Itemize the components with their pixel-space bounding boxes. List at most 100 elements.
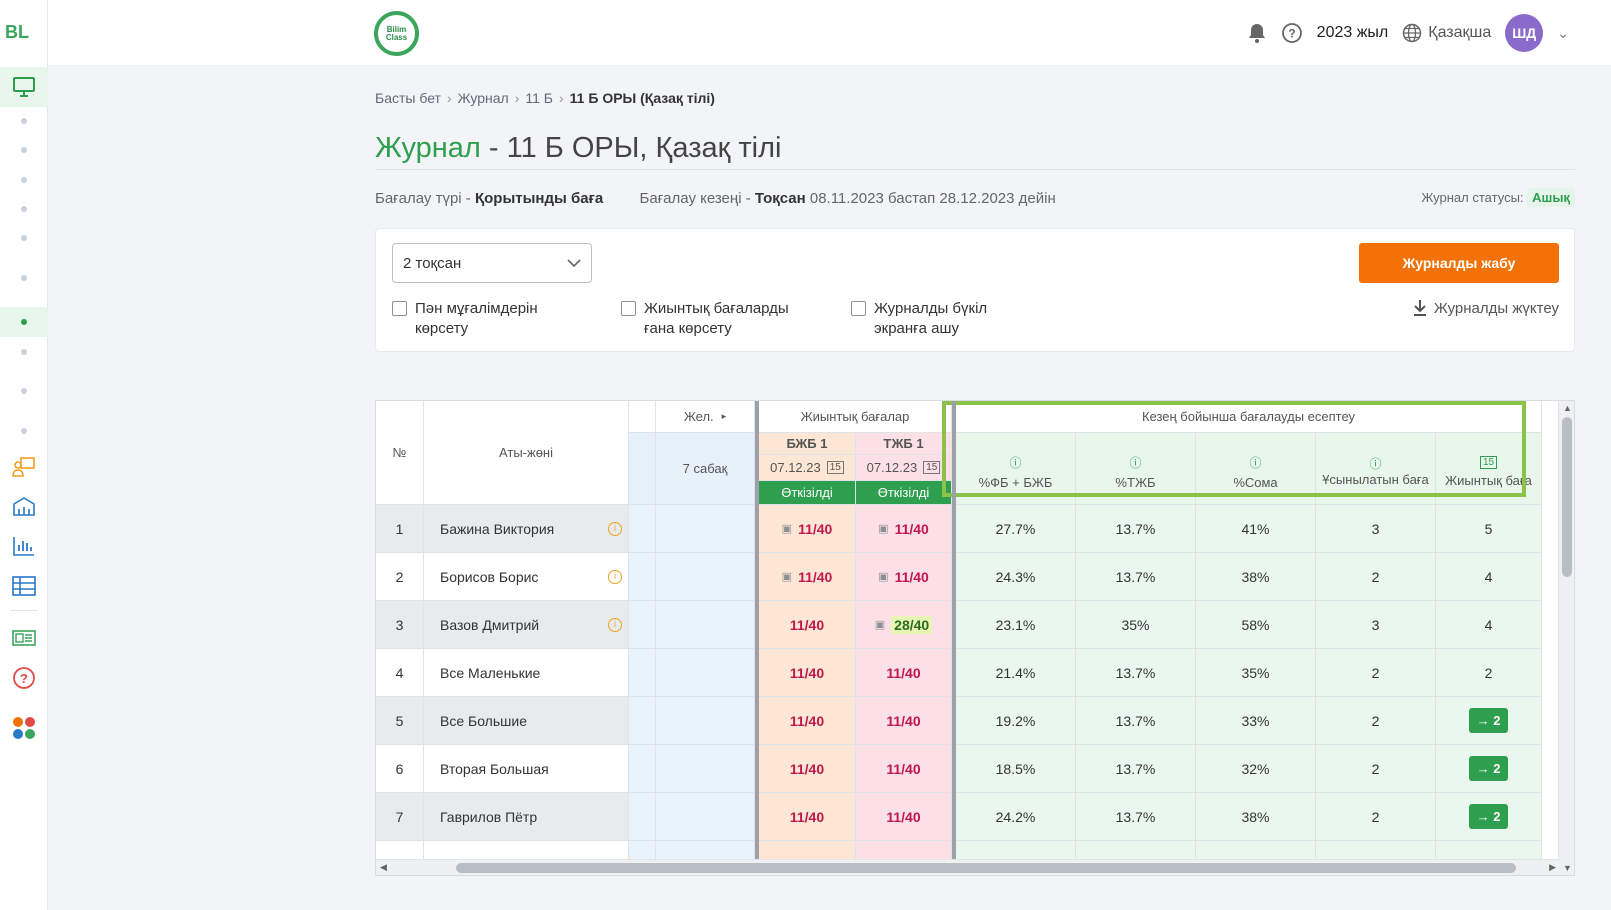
table-cell-lesson-prev[interactable] <box>629 553 656 601</box>
chevron-down-icon[interactable]: ⌄ <box>1557 24 1569 41</box>
fullscreen-checkbox[interactable]: Журналды бүкіл экранға ашу <box>851 299 1016 339</box>
sidebar-item-dashboard[interactable] <box>0 74 48 100</box>
table-cell-student[interactable]: Все Большие <box>424 697 629 745</box>
sidebar-logo[interactable]: BL <box>5 22 29 42</box>
comment-icon[interactable]: ▣ <box>874 619 886 631</box>
header-lesson-7[interactable]: 7 сабақ <box>656 433 755 505</box>
vertical-scroll-thumb[interactable] <box>1562 417 1572 577</box>
sidebar-item-reports[interactable] <box>0 534 48 558</box>
language-selector[interactable]: Қазақша <box>1402 23 1491 43</box>
table-cell-soch[interactable]: 11/40 <box>856 745 952 793</box>
table-cell-soch[interactable]: ▣ 11/40 <box>856 553 952 601</box>
brand-logo[interactable]: Bilim Class <box>374 11 419 56</box>
sidebar-subitem-journal[interactable] <box>0 318 48 326</box>
info-icon[interactable]: ⓘ <box>1369 456 1382 471</box>
scroll-left-arrow[interactable]: ◀ <box>380 862 387 872</box>
table-cell-final[interactable]: 4 <box>1436 553 1542 601</box>
header-sor[interactable]: БЖБ 1 <box>759 433 856 455</box>
question-icon[interactable]: ? <box>1281 22 1303 44</box>
warning-info-icon[interactable]: i <box>608 569 622 584</box>
table-cell-lesson-prev[interactable] <box>629 649 656 697</box>
table-cell-student[interactable]: Гаврилов Пётр <box>424 793 629 841</box>
checkbox-box[interactable] <box>621 301 636 316</box>
table-cell-sor[interactable]: 11/40 <box>759 601 856 649</box>
table-cell-student[interactable]: Бажина Виктория i <box>424 505 629 553</box>
info-icon[interactable]: ⓘ <box>1129 455 1142 470</box>
table-cell-soch[interactable]: 11/40 <box>856 793 952 841</box>
table-cell-sor[interactable]: 11/40 <box>759 745 856 793</box>
table-cell-final[interactable]: 2 <box>1436 649 1542 697</box>
year-selector[interactable]: 2023 жыл <box>1316 24 1389 41</box>
comment-icon[interactable]: ▣ <box>781 571 793 583</box>
sidebar-item-schedule[interactable] <box>0 574 48 598</box>
sidebar-subitem-9[interactable] <box>0 387 48 395</box>
sidebar-item-school[interactable] <box>0 494 48 518</box>
sidebar-subitem-5[interactable] <box>0 234 48 242</box>
table-cell-lesson-7[interactable] <box>656 601 755 649</box>
warning-info-icon[interactable]: i <box>608 617 622 632</box>
breadcrumb-class[interactable]: 11 Б <box>525 90 553 106</box>
apply-grade-button[interactable]: → 2 <box>1468 804 1509 829</box>
table-cell-lesson-7[interactable] <box>656 793 755 841</box>
breadcrumb-home[interactable]: Басты бет <box>375 90 441 106</box>
table-cell-student[interactable]: Вторая Большая <box>424 745 629 793</box>
checkbox-box[interactable] <box>392 301 407 316</box>
header-soch[interactable]: ТЖБ 1 <box>856 433 952 455</box>
comment-icon[interactable]: ▣ <box>878 523 889 535</box>
warning-info-icon[interactable]: i <box>608 521 622 536</box>
table-cell-sor[interactable]: ▣ 11/40 <box>759 505 856 553</box>
show-teachers-checkbox[interactable]: Пән мұғалімдерін көрсету <box>392 299 572 339</box>
table-cell-sor[interactable]: 11/40 <box>759 649 856 697</box>
scroll-down-arrow[interactable]: ▼ <box>1563 863 1572 873</box>
table-cell-soch[interactable]: 11/40 <box>856 697 952 745</box>
sidebar-subitem-4[interactable] <box>0 205 48 213</box>
table-cell-lesson-prev[interactable] <box>629 793 656 841</box>
close-journal-button[interactable]: Журналды жабу <box>1359 243 1559 283</box>
table-cell-soch[interactable]: ▣ 28/40 <box>856 601 952 649</box>
table-cell-soch[interactable]: 11/40 <box>856 649 952 697</box>
vertical-scrollbar[interactable]: ▲ ▼ <box>1558 401 1574 875</box>
table-cell-lesson-prev[interactable] <box>629 745 656 793</box>
table-cell-lesson-prev[interactable] <box>629 505 656 553</box>
table-cell-sor[interactable]: ▣ 11/40 <box>759 553 856 601</box>
table-cell-lesson-prev[interactable] <box>629 697 656 745</box>
apply-grade-button[interactable]: → 2 <box>1468 708 1509 733</box>
table-cell-sor[interactable]: 11/40 <box>759 697 856 745</box>
calendar-icon[interactable]: 15 <box>923 461 941 474</box>
table-cell-sor[interactable]: 11/40 <box>759 793 856 841</box>
table-cell-student[interactable]: Все Маленькие <box>424 649 629 697</box>
sidebar-item-teacher[interactable] <box>0 455 48 479</box>
header-lessons[interactable]: Жел. ▸ <box>656 401 755 433</box>
sidebar-item-apps[interactable] <box>0 716 48 740</box>
sidebar-subitem-6[interactable] <box>0 274 48 282</box>
sidebar-subitem-1[interactable] <box>0 117 48 125</box>
checkbox-box[interactable] <box>851 301 866 316</box>
info-icon[interactable]: ⓘ <box>1249 455 1262 470</box>
comment-icon[interactable]: ▣ <box>781 523 793 535</box>
download-journal-link[interactable]: Журналды жүктеу <box>1412 299 1559 317</box>
table-cell-student[interactable]: Вазов Дмитрий i <box>424 601 629 649</box>
sidebar-subitem-10[interactable] <box>0 427 48 435</box>
table-cell-final[interactable]: 4 <box>1436 601 1542 649</box>
table-cell-soch[interactable]: ▣ 11/40 <box>856 505 952 553</box>
quarter-select[interactable]: 2 тоқсан <box>392 243 592 283</box>
table-cell-lesson-7[interactable] <box>656 745 755 793</box>
table-cell-lesson-7[interactable] <box>656 649 755 697</box>
bell-icon[interactable] <box>1247 22 1267 44</box>
table-cell-lesson-prev[interactable] <box>629 601 656 649</box>
apply-grade-button[interactable]: → 2 <box>1468 756 1509 781</box>
breadcrumb-journal[interactable]: Журнал <box>457 90 509 106</box>
calendar-icon[interactable]: 15 <box>826 461 844 474</box>
scroll-up-arrow[interactable]: ▲ <box>1563 403 1572 413</box>
sidebar-subitem-8[interactable] <box>0 348 48 356</box>
comment-icon[interactable]: ▣ <box>878 571 889 583</box>
sidebar-subitem-2[interactable] <box>0 146 48 154</box>
header-name[interactable]: Аты-жөні <box>424 401 629 505</box>
sidebar-item-help[interactable]: ? <box>0 666 48 690</box>
sidebar-subitem-3[interactable] <box>0 176 48 184</box>
scroll-right-arrow[interactable]: ▶ <box>1549 862 1556 872</box>
table-cell-final[interactable]: 5 <box>1436 505 1542 553</box>
table-cell-lesson-7[interactable] <box>656 553 755 601</box>
horizontal-scroll-thumb[interactable] <box>456 863 1516 873</box>
table-cell-lesson-7[interactable] <box>656 697 755 745</box>
